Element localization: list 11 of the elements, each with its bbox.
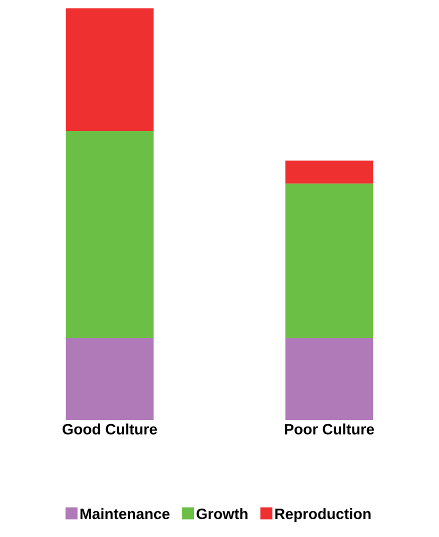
bar (66, 8, 154, 131)
bar (66, 130, 154, 338)
legend-label: Reproduction (275, 508, 371, 522)
bar (285, 338, 374, 420)
bar (66, 338, 154, 420)
bar (285, 160, 374, 184)
legend-label: Maintenance (80, 508, 170, 520)
x-tick-label: Good Culture (62, 424, 157, 434)
x-tick-label: Poor Culture (285, 424, 374, 434)
bar (285, 184, 374, 338)
legend-label: Growth (196, 508, 248, 520)
